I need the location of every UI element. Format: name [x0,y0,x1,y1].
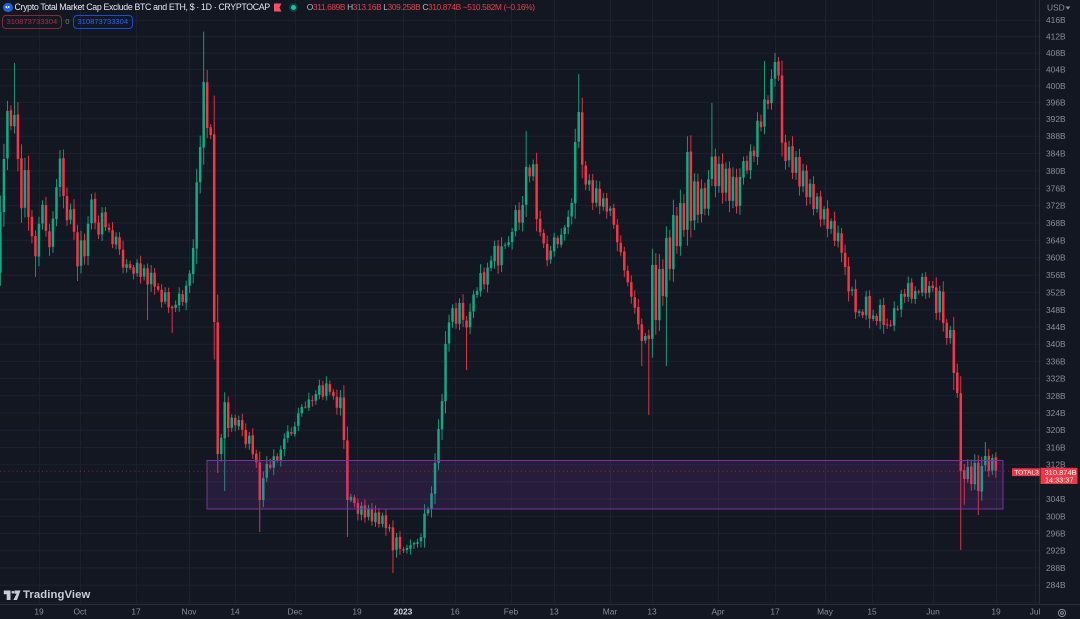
svg-text:310.874B: 310.874B [1045,468,1077,477]
svg-text:16: 16 [450,607,460,617]
svg-text:14:33:37: 14:33:37 [1045,476,1073,485]
svg-text:404B: 404B [1046,65,1066,75]
svg-text:412B: 412B [1046,32,1066,42]
svg-text:284B: 284B [1046,580,1066,590]
svg-text:17: 17 [131,607,141,617]
svg-text:304B: 304B [1046,494,1066,504]
svg-text:Nov: Nov [182,607,198,617]
svg-text:15: 15 [867,607,877,617]
svg-text:364B: 364B [1046,235,1066,245]
svg-text:408B: 408B [1046,48,1066,58]
svg-text:14: 14 [230,607,240,617]
svg-text:344B: 344B [1046,322,1066,332]
svg-text:19: 19 [991,607,1001,617]
svg-text:328B: 328B [1046,391,1066,401]
svg-text:360B: 360B [1046,253,1066,263]
svg-text:May: May [817,607,834,617]
svg-text:392B: 392B [1046,114,1066,124]
svg-text:TOTAL3: TOTAL3 [1014,470,1039,477]
svg-text:296B: 296B [1046,529,1066,539]
svg-text:19: 19 [352,607,362,617]
svg-text:348B: 348B [1046,305,1066,315]
svg-text:332B: 332B [1046,374,1066,384]
svg-text:352B: 352B [1046,287,1066,297]
svg-text:324B: 324B [1046,408,1066,418]
svg-text:13: 13 [549,607,559,617]
svg-text:Feb: Feb [504,607,519,617]
svg-text:396B: 396B [1046,97,1066,107]
svg-text:376B: 376B [1046,183,1066,193]
svg-text:Apr: Apr [711,607,724,617]
svg-text:356B: 356B [1046,270,1066,280]
svg-text:292B: 292B [1046,546,1066,556]
svg-text:320B: 320B [1046,425,1066,435]
svg-text:380B: 380B [1046,166,1066,176]
svg-text:384B: 384B [1046,149,1066,159]
svg-text:388B: 388B [1046,131,1066,141]
svg-text:Oct: Oct [73,607,87,617]
svg-text:340B: 340B [1046,339,1066,349]
svg-text:372B: 372B [1046,201,1066,211]
svg-text:312B: 312B [1046,460,1066,470]
svg-text:316B: 316B [1046,443,1066,453]
svg-text:Jun: Jun [926,607,940,617]
svg-text:13: 13 [647,607,657,617]
svg-text:Dec: Dec [288,607,303,617]
svg-text:Jul: Jul [1030,607,1041,617]
svg-text:336B: 336B [1046,356,1066,366]
svg-text:17: 17 [770,607,780,617]
svg-text:288B: 288B [1046,563,1066,573]
svg-text:400B: 400B [1046,81,1066,91]
svg-text:368B: 368B [1046,218,1066,228]
svg-text:Mar: Mar [603,607,618,617]
svg-text:19: 19 [34,607,44,617]
svg-text:300B: 300B [1046,511,1066,521]
svg-text:416B: 416B [1046,15,1066,25]
svg-text:2023: 2023 [394,607,413,617]
svg-text:USD: USD [1047,3,1065,13]
